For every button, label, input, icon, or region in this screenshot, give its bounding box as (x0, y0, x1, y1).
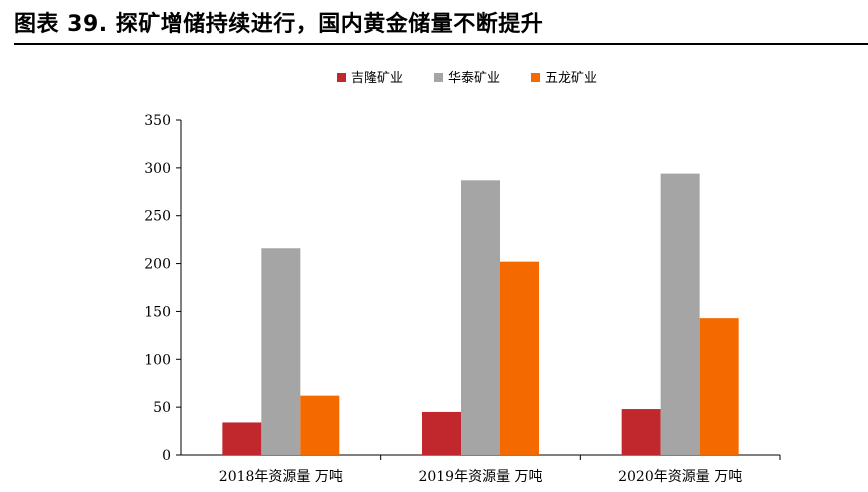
y-tick-label: 200 (144, 257, 171, 273)
y-tick-label: 300 (144, 161, 171, 177)
figure-title: 图表 39. 探矿增储持续进行，国内黄金储量不断提升 (14, 12, 544, 37)
title-underline (14, 43, 868, 45)
legend-swatch (337, 73, 346, 82)
bar (422, 411, 461, 455)
bar (461, 180, 500, 456)
y-tick-label: 250 (144, 209, 171, 225)
y-tick-label: 350 (144, 113, 171, 129)
bar (621, 409, 661, 455)
bar (261, 248, 301, 455)
legend-swatch (531, 73, 540, 82)
y-tick-label: 0 (162, 448, 171, 464)
bar (500, 261, 539, 455)
bar (699, 318, 739, 455)
legend-swatch (434, 73, 443, 82)
legend-label: 吉隆矿业 (351, 71, 403, 86)
y-tick-label: 150 (144, 304, 171, 320)
y-tick-label: 100 (144, 352, 171, 368)
x-tick-label: 2019年资源量 万吨 (418, 469, 542, 485)
bar (300, 395, 340, 455)
bar (660, 173, 700, 455)
x-tick-label: 2020年资源量 万吨 (618, 469, 742, 485)
legend-label: 华泰矿业 (448, 71, 500, 86)
y-tick-label: 50 (153, 400, 171, 416)
bar (222, 422, 262, 455)
x-tick-label: 2018年资源量 万吨 (219, 469, 343, 485)
legend-label: 五龙矿业 (545, 71, 597, 86)
